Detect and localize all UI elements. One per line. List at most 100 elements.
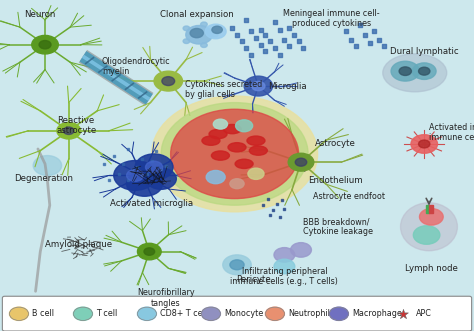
Point xyxy=(269,208,276,213)
Point xyxy=(247,29,255,34)
Text: Activated innate
immune cells: Activated innate immune cells xyxy=(429,123,474,142)
Point xyxy=(124,178,132,183)
Point xyxy=(228,25,236,31)
Text: Amyloid plaque: Amyloid plaque xyxy=(45,240,112,250)
Bar xyxy=(426,205,429,213)
Text: Macrophage: Macrophage xyxy=(352,309,402,318)
Point xyxy=(134,165,141,170)
Circle shape xyxy=(32,35,58,54)
Point xyxy=(271,45,279,51)
Point xyxy=(119,161,127,166)
Text: Neurofibrillary
tangles: Neurofibrillary tangles xyxy=(137,288,195,307)
Circle shape xyxy=(274,259,295,274)
Circle shape xyxy=(183,39,190,43)
Circle shape xyxy=(288,153,314,171)
Ellipse shape xyxy=(247,136,265,145)
Point xyxy=(264,196,272,201)
Point xyxy=(273,201,281,206)
Point xyxy=(262,32,269,37)
Circle shape xyxy=(73,307,92,320)
Circle shape xyxy=(212,26,222,33)
Circle shape xyxy=(223,255,251,275)
Point xyxy=(276,214,283,219)
Circle shape xyxy=(201,22,207,27)
Text: Clonal expansion: Clonal expansion xyxy=(160,10,234,20)
Circle shape xyxy=(265,307,284,320)
Ellipse shape xyxy=(202,136,220,145)
Point xyxy=(266,39,274,44)
Bar xyxy=(429,205,433,213)
Point xyxy=(347,37,355,42)
Text: Lymph node: Lymph node xyxy=(405,263,458,273)
Ellipse shape xyxy=(401,203,457,251)
Circle shape xyxy=(161,103,308,205)
Point xyxy=(371,29,378,34)
Ellipse shape xyxy=(223,124,241,134)
Point xyxy=(366,40,374,46)
Point xyxy=(157,166,165,171)
Circle shape xyxy=(146,168,176,189)
Point xyxy=(399,311,407,316)
Point xyxy=(105,178,113,183)
Point xyxy=(243,45,250,51)
Circle shape xyxy=(127,169,144,181)
Text: Neutrophil: Neutrophil xyxy=(288,309,330,318)
Text: Cytokines secreted
by glial cells: Cytokines secreted by glial cells xyxy=(185,80,262,99)
Circle shape xyxy=(114,161,156,190)
Point xyxy=(262,49,269,54)
Point xyxy=(290,32,298,37)
Point xyxy=(342,29,350,34)
Circle shape xyxy=(152,96,318,212)
Circle shape xyxy=(144,248,155,255)
Point xyxy=(352,44,359,49)
Circle shape xyxy=(137,307,156,320)
Text: CD8+ T cell: CD8+ T cell xyxy=(160,309,207,318)
Circle shape xyxy=(412,63,436,79)
Circle shape xyxy=(213,119,228,129)
Circle shape xyxy=(57,122,81,139)
Point xyxy=(281,206,288,211)
Point xyxy=(300,45,307,51)
Point xyxy=(238,39,246,44)
Point xyxy=(271,19,279,24)
Point xyxy=(259,203,267,208)
Point xyxy=(162,163,170,168)
Circle shape xyxy=(205,24,226,39)
Circle shape xyxy=(162,76,174,86)
Point xyxy=(295,39,302,44)
Text: Pericyte: Pericyte xyxy=(236,275,271,284)
Point xyxy=(233,32,241,37)
Circle shape xyxy=(171,109,299,199)
Ellipse shape xyxy=(249,146,267,155)
Point xyxy=(361,32,369,37)
Circle shape xyxy=(206,170,225,184)
Point xyxy=(252,35,260,41)
Circle shape xyxy=(419,209,443,225)
Ellipse shape xyxy=(211,151,229,160)
Circle shape xyxy=(201,307,220,320)
Circle shape xyxy=(230,179,244,189)
Circle shape xyxy=(391,61,419,81)
Ellipse shape xyxy=(228,143,246,152)
Point xyxy=(285,44,293,49)
FancyBboxPatch shape xyxy=(2,296,472,331)
Circle shape xyxy=(135,154,173,180)
Text: APC: APC xyxy=(416,309,432,318)
Circle shape xyxy=(146,161,163,173)
Circle shape xyxy=(190,28,203,38)
Circle shape xyxy=(64,127,74,134)
Circle shape xyxy=(33,156,62,175)
Point xyxy=(148,158,155,163)
Text: Microglia: Microglia xyxy=(268,81,306,91)
Point xyxy=(281,37,288,42)
Point xyxy=(143,171,151,176)
Circle shape xyxy=(295,158,307,166)
Circle shape xyxy=(419,140,430,148)
Text: T cell: T cell xyxy=(96,309,118,318)
Point xyxy=(100,161,108,166)
Circle shape xyxy=(211,32,218,37)
Circle shape xyxy=(9,307,28,320)
Text: BBB breakdown/
Cytokine leakage: BBB breakdown/ Cytokine leakage xyxy=(303,217,374,236)
Point xyxy=(115,171,122,176)
Circle shape xyxy=(244,76,273,96)
